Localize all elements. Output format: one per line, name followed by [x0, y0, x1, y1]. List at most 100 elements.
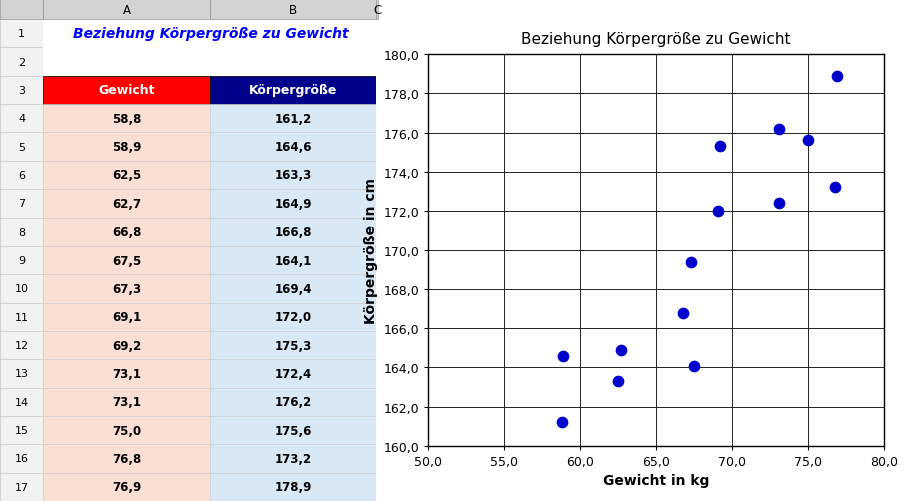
- Text: 66,8: 66,8: [112, 226, 141, 238]
- Bar: [44, 218, 210, 246]
- Bar: [210, 303, 376, 331]
- Text: 67,3: 67,3: [112, 283, 141, 295]
- Bar: [376, 0, 378, 20]
- Text: 11: 11: [15, 312, 29, 322]
- Point: [683, 258, 698, 266]
- Text: 14: 14: [15, 397, 29, 407]
- Bar: [44, 133, 210, 161]
- Point: [676, 309, 691, 317]
- Point: [610, 377, 625, 385]
- Bar: [376, 416, 378, 444]
- Bar: [210, 444, 376, 473]
- Bar: [376, 218, 378, 246]
- Text: 7: 7: [18, 199, 26, 209]
- Point: [801, 137, 815, 145]
- Bar: [376, 105, 378, 133]
- Text: 62,5: 62,5: [112, 169, 141, 182]
- Text: 173,2: 173,2: [274, 452, 312, 465]
- Bar: [210, 388, 376, 416]
- Title: Beziehung Körpergröße zu Gewicht: Beziehung Körpergröße zu Gewicht: [521, 32, 791, 47]
- Bar: [210, 473, 376, 501]
- Bar: [376, 161, 378, 190]
- Bar: [44, 360, 210, 388]
- Bar: [44, 331, 210, 360]
- Text: 164,9: 164,9: [274, 197, 312, 210]
- Bar: [376, 275, 378, 303]
- Text: 58,9: 58,9: [112, 141, 141, 154]
- Text: A: A: [123, 4, 130, 17]
- Text: 8: 8: [18, 227, 26, 237]
- Bar: [210, 161, 376, 190]
- Bar: [44, 20, 378, 48]
- Text: 1: 1: [18, 29, 26, 39]
- Bar: [44, 303, 210, 331]
- Text: 5: 5: [18, 142, 26, 152]
- Bar: [376, 331, 378, 360]
- Point: [712, 143, 727, 151]
- Bar: [210, 133, 376, 161]
- Text: Gewicht: Gewicht: [98, 84, 155, 97]
- Text: 164,6: 164,6: [274, 141, 312, 154]
- Y-axis label: Körpergröße in cm: Körpergröße in cm: [363, 178, 378, 323]
- Bar: [376, 246, 378, 275]
- Bar: [44, 48, 378, 77]
- Text: 2: 2: [18, 58, 26, 68]
- Point: [772, 199, 786, 207]
- Text: 16: 16: [15, 453, 29, 463]
- Text: Körpergröße: Körpergröße: [249, 84, 337, 97]
- Point: [829, 73, 844, 81]
- Text: 73,1: 73,1: [112, 395, 141, 408]
- Text: 67,5: 67,5: [112, 254, 141, 267]
- Bar: [210, 190, 376, 218]
- Bar: [210, 105, 376, 133]
- X-axis label: Gewicht in kg: Gewicht in kg: [603, 473, 709, 487]
- Point: [555, 418, 569, 426]
- Bar: [376, 360, 378, 388]
- Bar: [376, 190, 378, 218]
- Bar: [44, 275, 210, 303]
- Bar: [0, 0, 44, 20]
- Point: [828, 184, 843, 192]
- Bar: [376, 388, 378, 416]
- Text: 169,4: 169,4: [274, 283, 312, 295]
- Text: 58,8: 58,8: [112, 113, 141, 126]
- Bar: [210, 0, 376, 20]
- Point: [687, 362, 701, 370]
- Text: 15: 15: [15, 425, 29, 435]
- Bar: [210, 218, 376, 246]
- Text: 172,4: 172,4: [274, 367, 312, 380]
- Bar: [210, 416, 376, 444]
- Text: 75,0: 75,0: [112, 424, 141, 437]
- Bar: [44, 105, 210, 133]
- Text: 12: 12: [15, 340, 29, 350]
- Text: 166,8: 166,8: [274, 226, 312, 238]
- Text: 161,2: 161,2: [274, 113, 312, 126]
- Text: 176,2: 176,2: [274, 395, 312, 408]
- Point: [711, 207, 725, 215]
- Text: 13: 13: [15, 369, 29, 379]
- Text: 163,3: 163,3: [274, 169, 312, 182]
- Bar: [376, 133, 378, 161]
- Point: [614, 346, 629, 354]
- Bar: [44, 473, 210, 501]
- Text: B: B: [289, 4, 297, 17]
- Text: 175,3: 175,3: [274, 339, 312, 352]
- Text: 6: 6: [18, 171, 26, 181]
- Text: Beziehung Körpergröße zu Gewicht: Beziehung Körpergröße zu Gewicht: [73, 27, 349, 41]
- Bar: [210, 77, 376, 105]
- Text: 172,0: 172,0: [274, 311, 312, 324]
- Bar: [210, 246, 376, 275]
- Bar: [376, 473, 378, 501]
- Bar: [376, 303, 378, 331]
- Point: [772, 125, 786, 133]
- Point: [556, 352, 570, 360]
- Bar: [376, 444, 378, 473]
- Bar: [44, 416, 210, 444]
- Text: 69,1: 69,1: [112, 311, 141, 324]
- Text: 69,2: 69,2: [112, 339, 141, 352]
- Bar: [210, 331, 376, 360]
- Bar: [44, 388, 210, 416]
- Text: C: C: [373, 4, 381, 17]
- Text: 178,9: 178,9: [274, 480, 312, 493]
- Text: 164,1: 164,1: [274, 254, 312, 267]
